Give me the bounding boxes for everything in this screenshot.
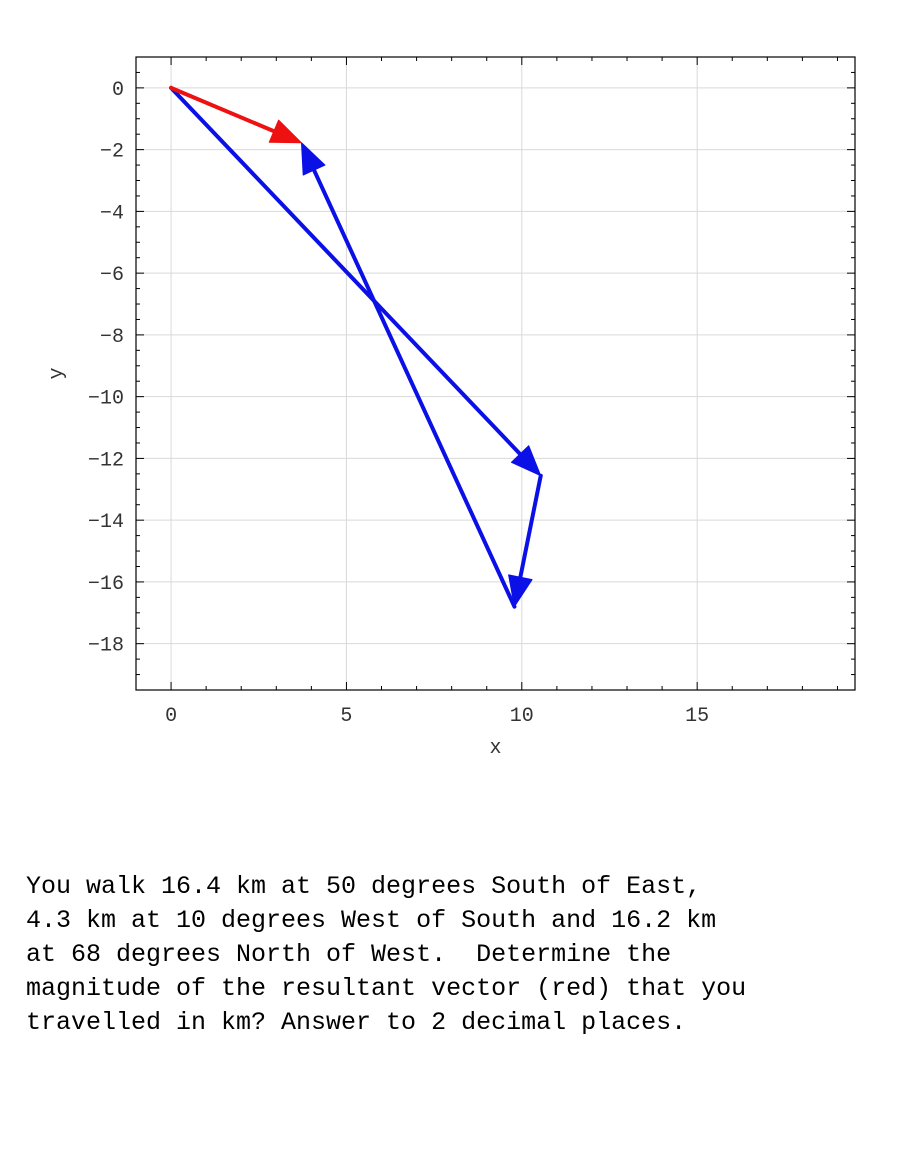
y-tick-label: 0 xyxy=(112,79,124,102)
y-tick-label: −4 xyxy=(100,202,124,225)
y-tick-label: −10 xyxy=(88,388,124,411)
x-tick-label: 10 xyxy=(510,705,534,728)
vectors xyxy=(169,85,543,609)
resultant-vector xyxy=(169,85,302,144)
major-ticks xyxy=(136,57,855,690)
y-tick-label: −8 xyxy=(100,326,124,349)
x-tick-labels: 0 5 10 15 xyxy=(165,705,709,728)
vector-3 xyxy=(301,142,517,609)
y-tick-label: −14 xyxy=(88,511,124,534)
x-tick-label: 5 xyxy=(340,705,352,728)
y-axis-label: y xyxy=(46,367,69,379)
y-tick-label: −16 xyxy=(88,573,124,596)
question-text: You walk 16.4 km at 50 degrees South of … xyxy=(26,872,747,1037)
y-tick-label: −18 xyxy=(88,635,124,658)
plot-frame xyxy=(135,56,856,691)
y-tick-label: −12 xyxy=(88,449,124,472)
grid-lines xyxy=(136,57,855,690)
minor-ticks xyxy=(135,56,855,691)
vector-1 xyxy=(169,85,542,477)
x-tick-label: 15 xyxy=(685,705,709,728)
y-tick-label: −2 xyxy=(100,141,124,164)
x-tick-label: 0 xyxy=(165,705,177,728)
vector-plot: 0 5 10 15 0 −2 −4 −6 −8 −10 −12 −14 −16 −18 x y xyxy=(46,56,856,760)
x-axis-label: x xyxy=(489,737,501,760)
y-tick-label: −6 xyxy=(100,264,124,287)
y-tick-labels: 0 −2 −4 −6 −8 −10 −12 −14 −16 −18 xyxy=(88,79,124,658)
vector-2 xyxy=(508,473,543,608)
